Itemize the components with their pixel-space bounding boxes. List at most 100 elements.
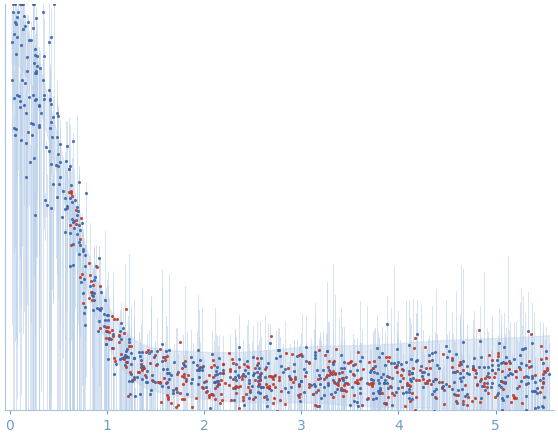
Point (96, 283, 105, 290)
Point (517, 346, 526, 353)
Point (228, 360, 237, 367)
Point (89, 281, 98, 288)
Point (162, 392, 171, 399)
Point (12, 126, 21, 133)
Point (68, 138, 77, 145)
Point (138, 365, 147, 372)
Point (431, 385, 440, 392)
Point (494, 339, 503, 346)
Point (537, 384, 546, 391)
Point (386, 382, 395, 389)
Point (475, 363, 484, 370)
Point (522, 407, 531, 414)
Point (297, 378, 306, 385)
Point (145, 349, 153, 356)
Point (30, 212, 39, 219)
Point (435, 378, 444, 385)
Point (69, 219, 78, 226)
Point (142, 378, 151, 385)
Point (95, 305, 104, 312)
Point (95, 306, 104, 313)
Point (369, 364, 378, 371)
Point (261, 363, 270, 370)
Point (66, 188, 75, 195)
Point (61, 195, 70, 202)
Point (102, 335, 110, 342)
Point (420, 380, 429, 387)
Point (75, 239, 84, 246)
Point (329, 368, 338, 375)
Point (413, 330, 422, 337)
Point (264, 372, 273, 379)
Point (193, 361, 201, 368)
Point (78, 219, 86, 226)
Point (278, 368, 287, 375)
Point (270, 383, 279, 390)
Point (372, 395, 381, 402)
Point (99, 323, 108, 329)
Point (199, 385, 208, 392)
Point (374, 354, 383, 361)
Point (52, 161, 61, 168)
Point (79, 247, 88, 254)
Point (493, 350, 502, 357)
Point (266, 340, 275, 347)
Point (541, 347, 550, 354)
Point (287, 383, 296, 390)
Point (166, 400, 175, 407)
Point (21, 109, 30, 116)
Point (405, 382, 413, 388)
Point (142, 368, 151, 375)
Point (230, 374, 239, 381)
Point (135, 368, 144, 375)
Point (425, 351, 434, 358)
Point (226, 374, 235, 381)
Point (55, 173, 64, 180)
Point (46, 100, 55, 107)
Point (373, 344, 382, 351)
Point (259, 384, 268, 391)
Point (97, 305, 106, 312)
Point (523, 380, 532, 387)
Point (365, 416, 374, 423)
Point (314, 347, 323, 354)
Point (94, 254, 103, 261)
Point (127, 343, 136, 350)
Point (459, 366, 468, 373)
Point (315, 371, 324, 378)
Point (122, 346, 131, 353)
Point (267, 386, 276, 393)
Point (215, 370, 224, 377)
Point (66, 163, 75, 170)
Point (508, 392, 517, 399)
Point (426, 381, 435, 388)
Point (46, 95, 55, 102)
Point (387, 360, 396, 367)
Point (247, 383, 256, 390)
Point (268, 380, 277, 387)
Point (339, 387, 348, 394)
Point (117, 319, 126, 326)
Point (351, 378, 360, 385)
Point (501, 379, 510, 386)
Point (108, 333, 117, 340)
Point (172, 386, 181, 393)
Point (257, 355, 266, 362)
Point (398, 375, 407, 382)
Point (457, 361, 466, 368)
Point (53, 113, 62, 120)
Point (476, 398, 485, 405)
Point (116, 327, 124, 334)
Point (158, 358, 167, 365)
Point (81, 263, 90, 270)
Point (199, 378, 208, 385)
Point (412, 393, 421, 400)
Point (350, 360, 359, 367)
Point (310, 354, 319, 361)
Point (515, 351, 524, 358)
Point (189, 358, 198, 365)
Point (477, 375, 486, 382)
Point (146, 390, 155, 397)
Point (369, 380, 378, 387)
Point (119, 354, 128, 361)
